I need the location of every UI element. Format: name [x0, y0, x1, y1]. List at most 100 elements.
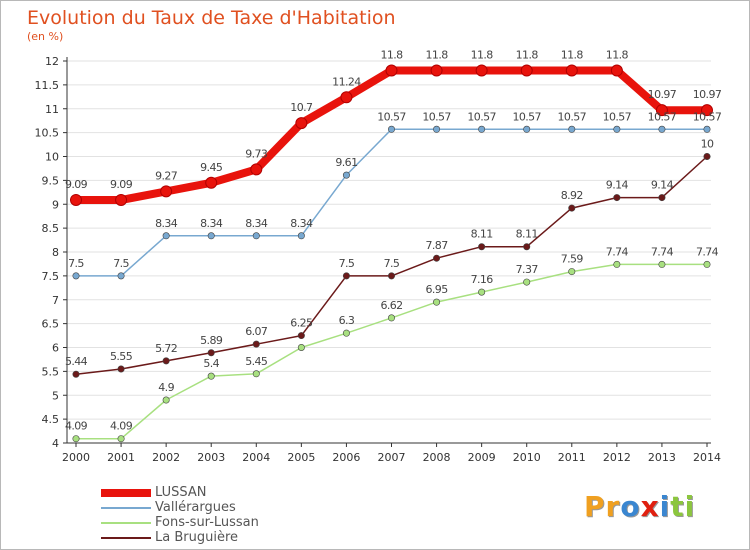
data-label: 8.34: [200, 217, 223, 230]
data-label: 4.09: [65, 420, 88, 433]
data-point: [250, 163, 263, 176]
data-point: [703, 153, 711, 161]
data-point: [658, 194, 666, 202]
data-point: [342, 272, 350, 280]
data-label: 8.92: [561, 189, 583, 202]
data-point: [387, 125, 395, 133]
data-point: [565, 64, 578, 77]
data-point: [297, 332, 305, 340]
data-label: 7.5: [68, 257, 84, 270]
data-label: 9.09: [110, 178, 133, 191]
data-point: [72, 435, 80, 443]
data-label: 10.57: [467, 110, 496, 123]
data-label: 9.14: [651, 179, 674, 192]
data-label: 9.45: [200, 161, 223, 174]
data-label: 5.45: [245, 355, 268, 368]
data-label: 4.9: [158, 381, 174, 394]
data-point: [703, 260, 711, 268]
data-point: [162, 232, 170, 240]
data-point: [568, 125, 576, 133]
logo-letter: o: [620, 490, 641, 523]
data-point: [433, 254, 441, 262]
data-label: 10.57: [603, 110, 632, 123]
x-tick-label: 2010: [513, 451, 541, 464]
data-label: 5.72: [155, 342, 177, 355]
data-point: [207, 232, 215, 240]
logo-letter: i: [684, 490, 696, 523]
y-tick-label: 11.5: [35, 79, 60, 92]
x-tick-label: 2009: [468, 451, 496, 464]
data-label: 4.09: [110, 420, 133, 433]
data-point: [520, 64, 533, 77]
data-point: [475, 64, 488, 77]
chart-subtitle: (en %): [27, 30, 64, 43]
data-label: 11.8: [426, 49, 449, 62]
x-tick-label: 2013: [648, 451, 676, 464]
data-point: [613, 260, 621, 268]
data-point: [117, 272, 125, 280]
y-tick-label: 4.5: [42, 413, 60, 426]
data-point: [72, 272, 80, 280]
legend-swatch: [101, 506, 151, 509]
data-label: 11.24: [332, 75, 361, 88]
y-tick-label: 4: [52, 437, 59, 450]
data-point: [568, 268, 576, 276]
data-point: [297, 232, 305, 240]
data-label: 7.87: [426, 239, 449, 252]
data-point: [523, 243, 531, 251]
logo-letter: i: [659, 490, 671, 523]
y-tick-label: 9: [52, 198, 59, 211]
data-label: 8.34: [290, 217, 313, 230]
data-label: 10.97: [693, 88, 722, 101]
data-point: [703, 125, 711, 133]
x-tick-label: 2001: [107, 451, 135, 464]
data-point: [568, 204, 576, 212]
x-tick-label: 2012: [603, 451, 631, 464]
data-label: 6.95: [426, 283, 449, 296]
data-label: 11.8: [516, 49, 539, 62]
x-tick-label: 2011: [558, 451, 586, 464]
data-label: 5.89: [200, 334, 223, 347]
data-label: 9.27: [155, 169, 178, 182]
x-tick-label: 2000: [62, 451, 90, 464]
y-tick-label: 10.5: [35, 127, 60, 140]
data-label: 10: [701, 138, 714, 151]
x-tick-label: 2007: [378, 451, 406, 464]
y-tick-label: 11: [45, 103, 59, 116]
data-label: 11.8: [380, 49, 403, 62]
x-tick-label: 2004: [242, 451, 270, 464]
data-label: 6.62: [380, 299, 402, 312]
legend-swatch: [101, 521, 151, 524]
data-label: 6.07: [245, 325, 268, 338]
y-tick-label: 8: [52, 246, 59, 259]
data-label: 10.57: [512, 110, 541, 123]
data-label: 7.74: [651, 245, 674, 258]
data-label: 11.8: [606, 49, 629, 62]
legend-item: La Bruguière: [101, 530, 259, 545]
data-point: [387, 272, 395, 280]
legend-label: LUSSAN: [155, 485, 207, 500]
data-point: [387, 314, 395, 322]
legend: LUSSAN Vallérargues Fons-sur-Lussan La Brug…: [101, 485, 259, 545]
data-label: 10.57: [693, 110, 722, 123]
x-tick-label: 2005: [287, 451, 315, 464]
data-point: [478, 288, 486, 296]
data-label: 11.8: [561, 49, 584, 62]
legend-label: Fons-sur-Lussan: [155, 515, 259, 530]
data-label: 7.5: [339, 257, 355, 270]
data-point: [252, 232, 260, 240]
data-point: [658, 260, 666, 268]
data-label: 10.57: [648, 110, 677, 123]
data-label: 7.59: [561, 253, 584, 266]
legend-swatch: [101, 536, 151, 539]
data-label: 5.44: [65, 355, 88, 368]
y-tick-label: 5.5: [42, 365, 60, 378]
legend-item: LUSSAN: [101, 485, 259, 500]
x-tick-label: 2006: [332, 451, 360, 464]
data-point: [658, 125, 666, 133]
data-label: 9.73: [245, 147, 268, 160]
y-tick-label: 7.5: [42, 270, 60, 283]
data-point: [252, 340, 260, 348]
